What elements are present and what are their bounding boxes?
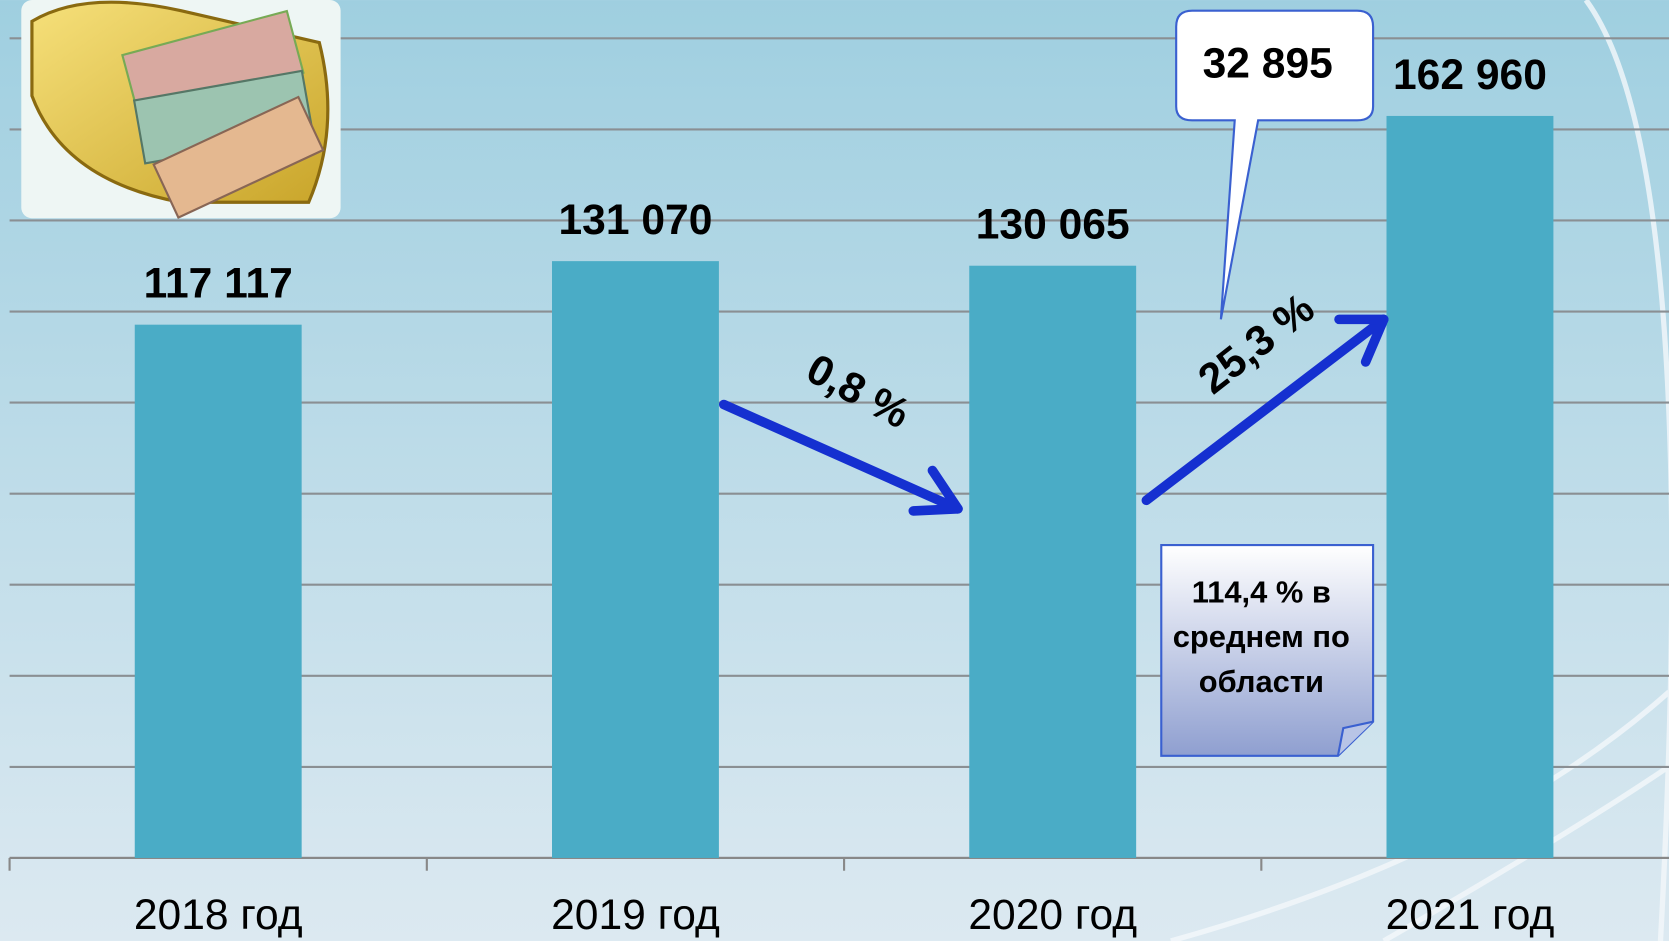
callout-text: 32 895 — [1203, 39, 1333, 87]
x-ticks — [8, 857, 1263, 871]
note-text: 114,4 % в среднем по области — [1172, 575, 1350, 700]
x-tick-label: 2019 год — [551, 891, 720, 939]
note-box: 114,4 % в среднем по области — [1172, 575, 1350, 700]
bar — [552, 261, 719, 858]
bar — [134, 324, 302, 858]
arrows — [719, 314, 1389, 516]
value-label: 117 117 — [144, 260, 293, 308]
note: 114,4 % в среднем по области — [1160, 543, 1375, 757]
value-label: 162 960 — [1393, 51, 1547, 99]
x-tick-label: 2020 год — [968, 891, 1137, 939]
value-label: 131 070 — [559, 196, 713, 244]
bar — [1386, 115, 1554, 858]
x-tick-label: 2018 год — [134, 891, 303, 939]
callout: 32 895 — [1175, 9, 1375, 320]
wallet-image — [21, 0, 341, 219]
bars — [134, 115, 1554, 858]
bar — [969, 265, 1137, 858]
value-label: 130 065 — [976, 201, 1130, 249]
x-tick-label: 2021 год — [1386, 891, 1555, 939]
